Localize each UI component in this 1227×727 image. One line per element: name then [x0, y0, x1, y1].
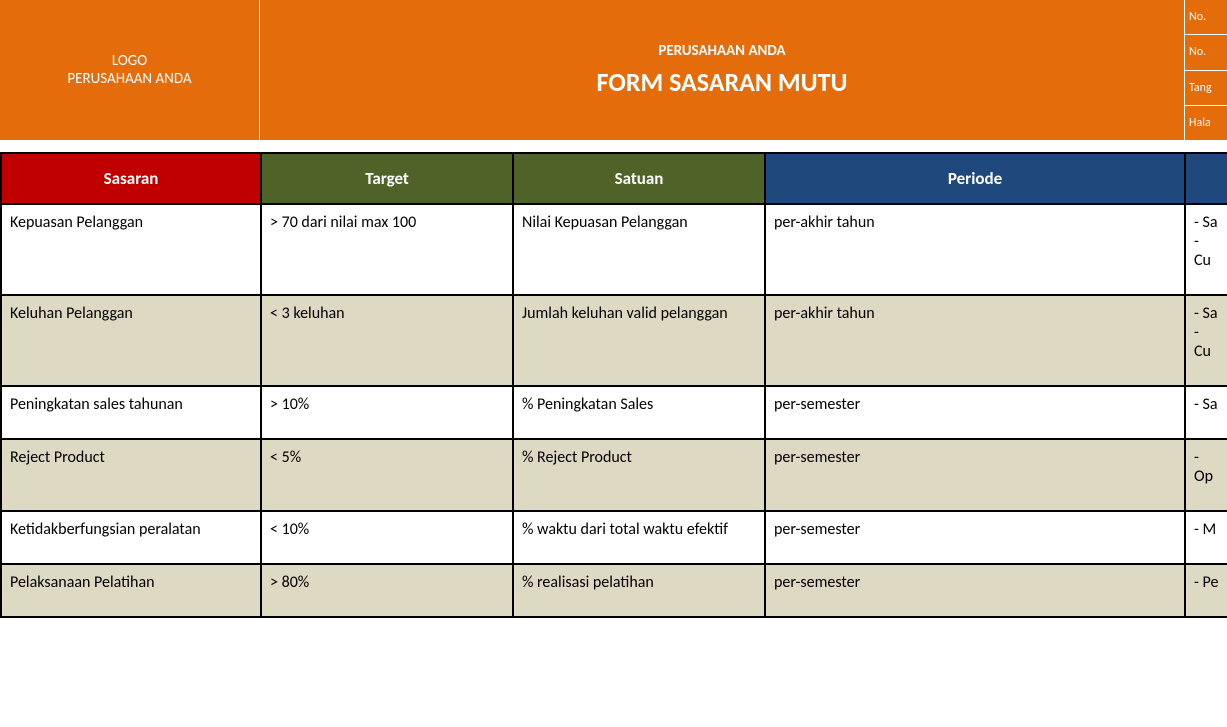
form-header: LOGO PERUSAHAAN ANDA PERUSAHAAN ANDA FOR…: [0, 0, 1227, 140]
table-cell: Peningkatan sales tahunan: [1, 386, 261, 439]
table-cell: % Reject Product: [513, 439, 765, 511]
table-cell: per-akhir tahun: [765, 295, 1185, 386]
table-cell: < 3 keluhan: [261, 295, 513, 386]
table-cell: Ketidakberfungsian peralatan: [1, 511, 261, 564]
gap-row: [0, 140, 1227, 152]
table-cell: < 5%: [261, 439, 513, 511]
col-header-periode: Periode: [765, 153, 1185, 204]
logo-text-line2: PERUSAHAAN ANDA: [67, 70, 191, 88]
table-cell: - Pe: [1185, 564, 1227, 617]
sasaran-mutu-table: Sasaran Target Satuan Periode Kepuasan P…: [0, 152, 1227, 618]
table-cell: Keluhan Pelanggan: [1, 295, 261, 386]
table-cell: per-akhir tahun: [765, 204, 1185, 295]
logo-text-line1: LOGO: [112, 52, 147, 70]
table-cell: - Sa: [1185, 386, 1227, 439]
table-cell: per-semester: [765, 386, 1185, 439]
table-cell: - Sa - Cu: [1185, 295, 1227, 386]
table-cell: > 10%: [261, 386, 513, 439]
table-cell: Nilai Kepuasan Pelanggan: [513, 204, 765, 295]
table-cell: - Op: [1185, 439, 1227, 511]
table-header-row: Sasaran Target Satuan Periode: [1, 153, 1227, 204]
table-cell: Kepuasan Pelanggan: [1, 204, 261, 295]
table-cell: < 10%: [261, 511, 513, 564]
col-header-target: Target: [261, 153, 513, 204]
table-body: Kepuasan Pelanggan> 70 dari nilai max 10…: [1, 204, 1227, 617]
table-cell: % realisasi pelatihan: [513, 564, 765, 617]
col-header-satuan: Satuan: [513, 153, 765, 204]
col-header-extra: [1185, 153, 1227, 204]
table-cell: Reject Product: [1, 439, 261, 511]
meta-label-halaman: Hala: [1185, 106, 1227, 140]
table-cell: - M: [1185, 511, 1227, 564]
table-cell: - Sa - Cu: [1185, 204, 1227, 295]
table-cell: Jumlah keluhan valid pelanggan: [513, 295, 765, 386]
table-cell: per-semester: [765, 511, 1185, 564]
meta-box: No. No. Tang Hala: [1185, 0, 1227, 140]
table-row: Reject Product< 5%% Reject Productper-se…: [1, 439, 1227, 511]
form-title: FORM SASARAN MUTU: [597, 66, 848, 98]
table-row: Pelaksanaan Pelatihan> 80%% realisasi pe…: [1, 564, 1227, 617]
meta-label-no1: No.: [1185, 0, 1227, 35]
table-cell: per-semester: [765, 439, 1185, 511]
table-cell: > 70 dari nilai max 100: [261, 204, 513, 295]
title-box: PERUSAHAAN ANDA FORM SASARAN MUTU: [260, 0, 1185, 140]
meta-label-tanggal: Tang: [1185, 71, 1227, 106]
table-cell: per-semester: [765, 564, 1185, 617]
table-cell: % Peningkatan Sales: [513, 386, 765, 439]
table-cell: Pelaksanaan Pelatihan: [1, 564, 261, 617]
table-row: Ketidakberfungsian peralatan< 10%% waktu…: [1, 511, 1227, 564]
company-name: PERUSAHAAN ANDA: [658, 42, 785, 60]
table-row: Peningkatan sales tahunan> 10%% Peningka…: [1, 386, 1227, 439]
table-cell: > 80%: [261, 564, 513, 617]
col-header-sasaran: Sasaran: [1, 153, 261, 204]
table-row: Kepuasan Pelanggan> 70 dari nilai max 10…: [1, 204, 1227, 295]
table-row: Keluhan Pelanggan< 3 keluhanJumlah keluh…: [1, 295, 1227, 386]
meta-label-no2: No.: [1185, 35, 1227, 70]
table-cell: % waktu dari total waktu efektif: [513, 511, 765, 564]
logo-box: LOGO PERUSAHAAN ANDA: [0, 0, 260, 140]
